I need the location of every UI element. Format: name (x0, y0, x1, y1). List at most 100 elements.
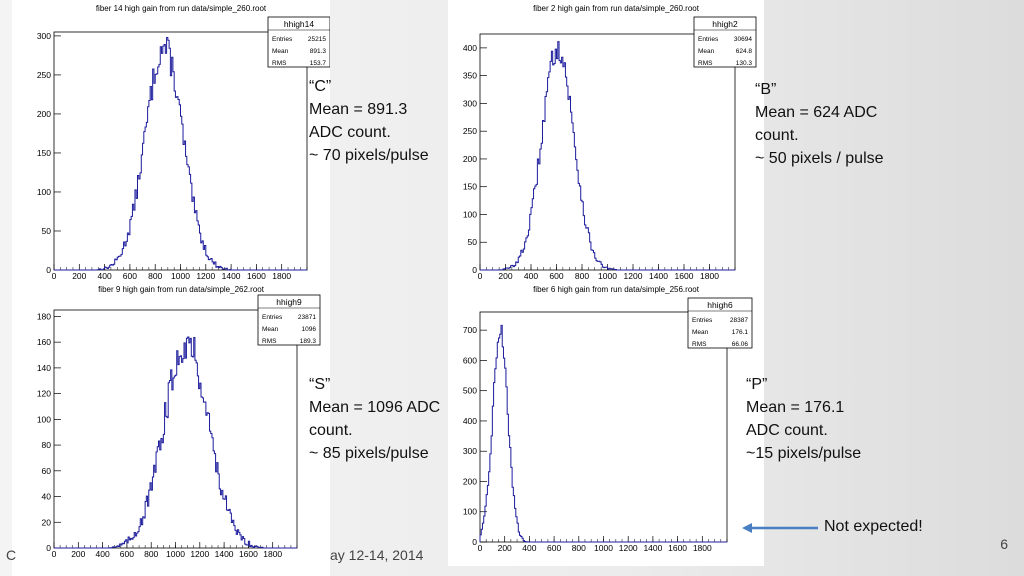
stats-value: 130.3 (736, 60, 753, 67)
stats-name: hhigh6 (707, 300, 733, 310)
x-tick-label: 1000 (598, 271, 617, 281)
histogram-series (479, 324, 727, 543)
y-tick-label: 120 (37, 389, 51, 399)
x-tick-label: 0 (478, 271, 483, 281)
y-tick-label: 50 (468, 237, 478, 247)
x-tick-label: 200 (71, 549, 85, 559)
histogram-panel-fiber14: fiber 14 high gain from run data/simple_… (12, 0, 330, 296)
stats-frame (687, 297, 753, 349)
note-b-line: count. (755, 127, 799, 144)
y-tick-label: 0 (472, 537, 477, 547)
x-tick-label: 0 (478, 543, 483, 553)
note-p: “P” Mean = 176.1 ADC count. ~15 pixels/p… (746, 373, 861, 465)
histogram-panel-fiber9: fiber 9 high gain from run data/simple_2… (12, 286, 330, 576)
footer-date: ay 12-14, 2014 (330, 547, 424, 563)
y-tick-label: 600 (463, 355, 477, 365)
y-tick-label: 100 (463, 507, 477, 517)
stats-value: 189.3 (300, 338, 317, 345)
stats-key: Entries (692, 317, 713, 324)
note-s-line: “S” (309, 376, 331, 393)
chart-title: fiber 6 high gain from run data/simple_2… (533, 286, 700, 294)
x-tick-label: 400 (524, 271, 538, 281)
histogram-svg: fiber 6 high gain from run data/simple_2… (463, 286, 753, 553)
plot-frame (53, 31, 308, 271)
stats-name: hhigh9 (276, 297, 302, 307)
stats-box: hhigh2 Entries 30694 Mean 624.8 RMS 130.3 (693, 16, 757, 68)
note-p-line: ADC count. (746, 422, 828, 439)
note-p-line: “P” (746, 376, 768, 393)
x-tick-label: 1200 (619, 543, 638, 553)
stats-frame (257, 294, 321, 346)
y-tick-label: 100 (37, 414, 51, 424)
note-b-line: “B” (755, 81, 777, 98)
stats-key: Entries (272, 36, 293, 43)
stats-name: hhigh2 (712, 19, 738, 29)
stats-value: 66.06 (732, 341, 749, 348)
y-tick-label: 300 (463, 446, 477, 456)
note-s-line: Mean = 1096 ADC (309, 399, 441, 416)
y-tick-label: 60 (42, 466, 52, 476)
histogram-svg: fiber 2 high gain from run data/simple_2… (463, 4, 757, 281)
x-tick-label: 800 (144, 549, 158, 559)
stats-value: 153.7 (310, 60, 327, 67)
x-tick-label: 400 (522, 543, 536, 553)
note-c-line: ~ 70 pixels/pulse (309, 147, 429, 164)
x-tick-label: 1600 (247, 271, 266, 281)
stats-value: 30694 (734, 36, 752, 43)
x-tick-label: 600 (123, 271, 137, 281)
x-tick-label: 1200 (196, 271, 215, 281)
note-b-line: Mean = 624 ADC (755, 104, 878, 121)
x-tick-label: 800 (572, 543, 586, 553)
stats-value: 176.1 (732, 329, 749, 336)
x-tick-label: 1600 (668, 543, 687, 553)
chart-title: fiber 9 high gain from run data/simple_2… (98, 286, 265, 294)
x-tick-label: 800 (148, 271, 162, 281)
x-tick-label: 600 (549, 271, 563, 281)
note-p-line: Mean = 176.1 (746, 399, 845, 416)
x-tick-label: 1600 (675, 271, 694, 281)
stats-box: hhigh14 Entries 25215 Mean 891.3 RMS 153.7 (267, 16, 330, 68)
stats-key: Entries (262, 314, 283, 321)
x-tick-label: 1800 (272, 271, 291, 281)
histogram-series (54, 36, 307, 271)
y-tick-label: 200 (463, 154, 477, 164)
x-tick-label: 200 (72, 271, 86, 281)
y-tick-label: 250 (463, 126, 477, 136)
x-tick-label: 200 (498, 271, 512, 281)
note-s: “S” Mean = 1096 ADC count. ~ 85 pixels/p… (309, 373, 440, 465)
x-tick-label: 1200 (624, 271, 643, 281)
y-tick-label: 700 (463, 325, 477, 335)
note-p-line: ~15 pixels/pulse (746, 445, 862, 462)
x-tick-label: 800 (575, 271, 589, 281)
y-tick-label: 350 (463, 71, 477, 81)
x-tick-label: 1000 (594, 543, 613, 553)
y-tick-label: 20 (42, 517, 52, 527)
y-tick-label: 40 (42, 492, 52, 502)
note-s-line: count. (309, 422, 353, 439)
x-tick-label: 1600 (239, 549, 258, 559)
histogram-series (54, 336, 297, 549)
stats-frame (267, 16, 330, 68)
y-tick-label: 160 (37, 337, 51, 347)
y-tick-label: 0 (46, 543, 51, 553)
x-tick-label: 1800 (693, 543, 712, 553)
y-tick-label: 200 (37, 109, 51, 119)
stats-key: Mean (698, 48, 715, 55)
y-tick-label: 100 (463, 209, 477, 219)
note-s-line: ~ 85 pixels/pulse (309, 445, 429, 462)
x-tick-label: 600 (120, 549, 134, 559)
x-tick-label: 0 (52, 271, 57, 281)
y-tick-label: 150 (37, 148, 51, 158)
x-tick-label: 1400 (649, 271, 668, 281)
stats-value: 1096 (302, 326, 317, 333)
x-tick-label: 1800 (263, 549, 282, 559)
y-tick-label: 50 (42, 226, 52, 236)
histogram-panel-fiber2: fiber 2 high gain from run data/simple_2… (448, 0, 764, 296)
stats-key: RMS (272, 60, 287, 67)
histogram-series (480, 41, 735, 271)
arrow-left-icon (742, 523, 818, 533)
note-c-line: Mean = 891.3 (309, 101, 408, 118)
y-tick-label: 180 (37, 311, 51, 321)
stats-frame (693, 16, 757, 68)
y-tick-label: 80 (42, 440, 52, 450)
